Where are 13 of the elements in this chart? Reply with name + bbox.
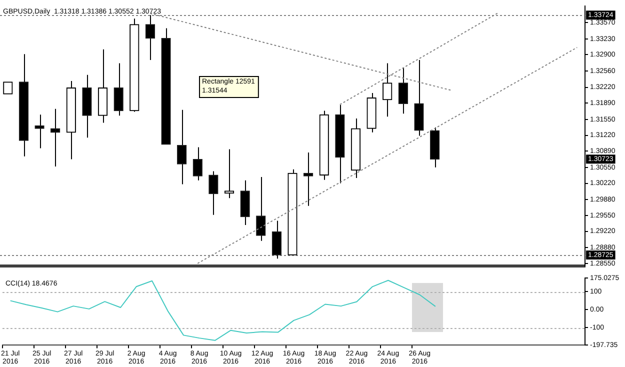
candlestick [382, 62, 392, 118]
candlestick [303, 152, 314, 206]
candlestick [34, 114, 44, 149]
candlestick [192, 146, 202, 181]
candlestick [176, 109, 187, 185]
candlestick [114, 62, 124, 116]
candlestick [224, 148, 234, 199]
candlestick [256, 176, 266, 242]
candlestick [145, 14, 156, 60]
candlestick [398, 68, 408, 114]
candlestick [208, 170, 218, 216]
candlestick [272, 220, 282, 260]
candlestick [50, 108, 60, 167]
